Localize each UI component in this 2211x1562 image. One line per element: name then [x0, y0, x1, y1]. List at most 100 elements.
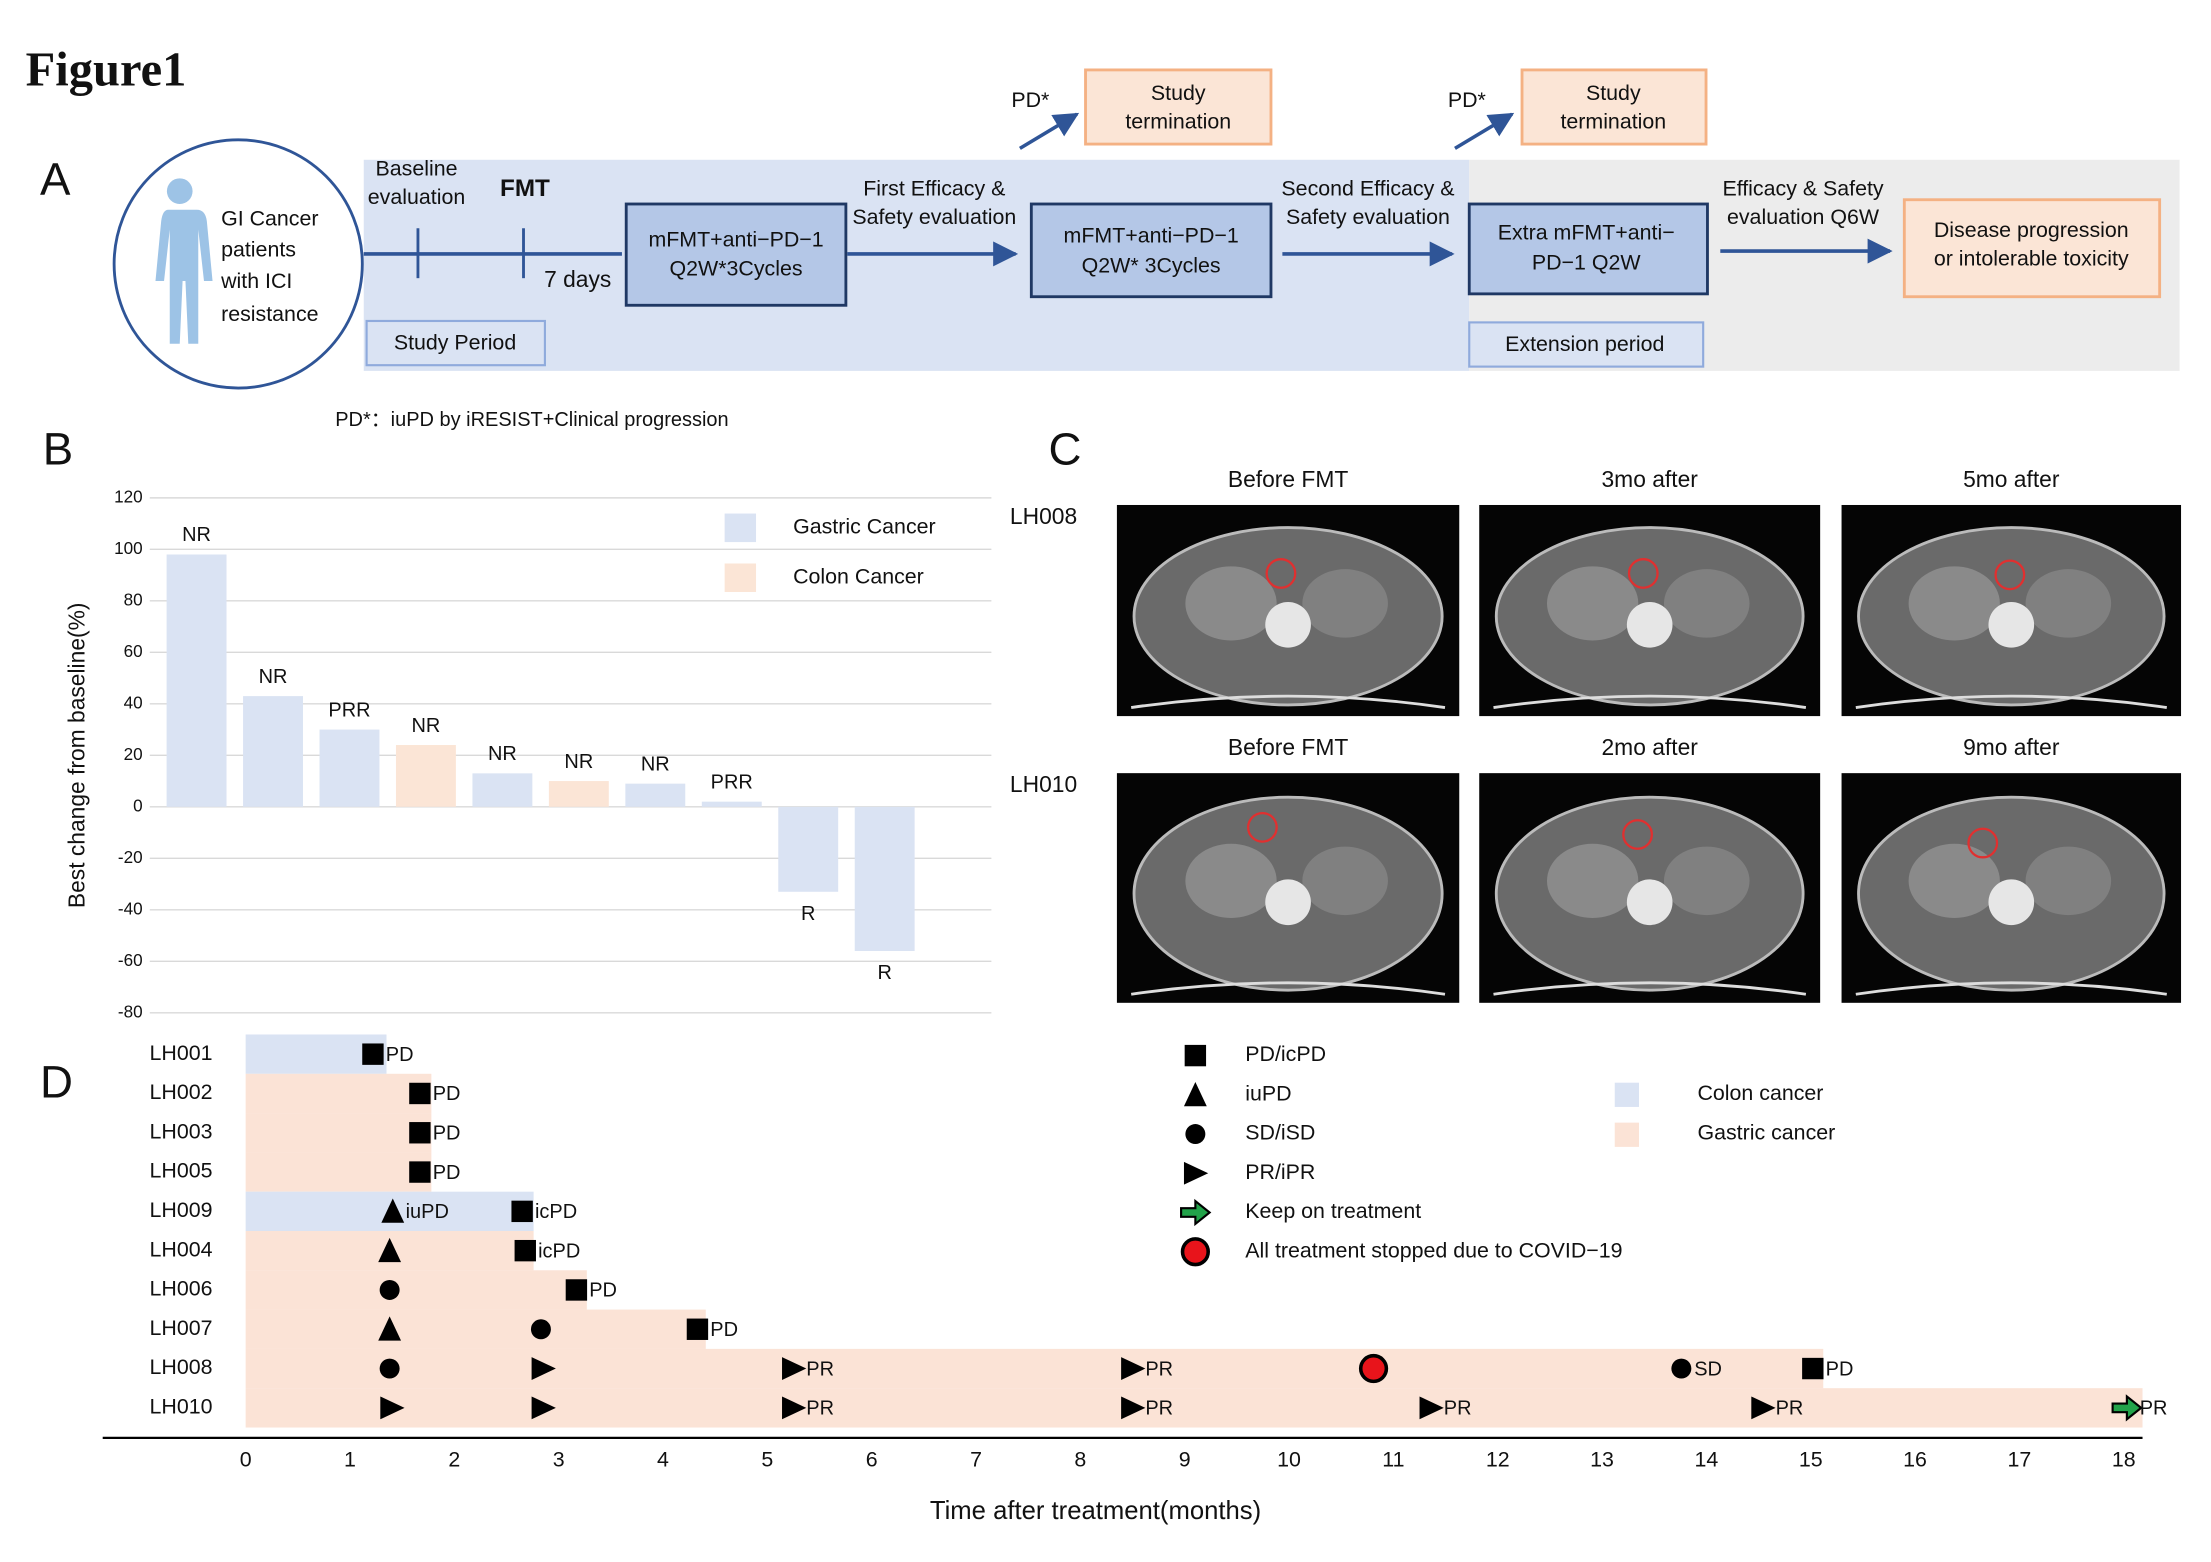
bar-label: NR: [412, 715, 441, 737]
marker-circle: [379, 1279, 400, 1300]
event-label: iuPD: [406, 1201, 449, 1223]
patient-label: LH007: [150, 1316, 213, 1340]
outcome-text: or intolerable toxicity: [1934, 246, 2129, 270]
bar: [243, 696, 303, 807]
x-tick-label: 17: [2008, 1447, 2032, 1471]
x-tick-label: 1: [344, 1447, 356, 1471]
marker-square: [1184, 1044, 1207, 1067]
x-tick-label: 2: [448, 1447, 460, 1471]
event-label: PD: [386, 1044, 414, 1066]
ct-organ: [1302, 569, 1388, 638]
ct-table: [1493, 694, 1807, 709]
x-tick-label: 4: [657, 1447, 669, 1471]
patient-label: LH005: [150, 1159, 213, 1183]
x-tick-label: 3: [553, 1447, 565, 1471]
lesion-ring: [1265, 558, 1297, 589]
marker-square: [514, 1239, 536, 1262]
study-region: [363, 159, 1470, 371]
human-icon: [155, 178, 213, 344]
legend-label: SD/iSD: [1245, 1121, 1315, 1145]
marker-right: [531, 1357, 556, 1380]
ct-organ: [2025, 846, 2112, 916]
step-text: Q2W*3Cycles: [670, 256, 803, 280]
event-label: PD: [710, 1319, 738, 1341]
treatment-bar: [245, 1388, 2143, 1428]
bar: [625, 783, 686, 807]
bar-label: PRR: [328, 699, 370, 721]
bar: [701, 801, 762, 807]
x-tick-label: 6: [866, 1447, 878, 1471]
legend-swatch: [724, 563, 757, 592]
ct-organ: [1302, 846, 1388, 916]
marker-triangle: [1183, 1081, 1207, 1107]
image-title: 2mo after: [1602, 734, 1699, 760]
x-tick-label: 9: [1179, 1447, 1191, 1471]
step-text: mFMT+anti−PD−1: [1064, 223, 1239, 247]
step-text: Extra mFMT+anti−: [1498, 221, 1675, 245]
image-title: Before FMT: [1228, 466, 1348, 492]
outcome-text: Disease progression: [1934, 218, 2129, 242]
step-text: mFMT+anti−PD−1: [648, 228, 823, 252]
treatment-bar: [245, 1309, 706, 1349]
marker-right: [1419, 1396, 1444, 1420]
period-text: Study Period: [394, 330, 516, 354]
patient-label: LH003: [150, 1119, 213, 1143]
bar: [395, 745, 456, 807]
ct-table: [1855, 694, 2167, 709]
baseline-text: evaluation: [368, 185, 465, 209]
x-tick-label: 18: [2112, 1447, 2136, 1471]
marker-circle: [1185, 1124, 1206, 1145]
marker-arrow: [1180, 1198, 1212, 1227]
marker-triangle: [378, 1316, 402, 1341]
row-label: LH010: [1010, 771, 1077, 797]
evaluation-text: Second Efficacy &: [1281, 176, 1454, 200]
x-tick-label: 8: [1074, 1447, 1086, 1471]
x-tick-label: 15: [1799, 1447, 1823, 1471]
event-label: PD: [433, 1083, 461, 1105]
termination-text: termination: [1560, 109, 1666, 133]
step-box: [1467, 202, 1709, 296]
study-diagram: GI Cancer patients with ICI resistance B…: [112, 68, 2180, 431]
event-label: PR: [806, 1398, 834, 1420]
y-tick-label: -60: [118, 951, 143, 970]
baseline-text: Baseline: [376, 156, 458, 180]
patients-text: GI Cancer: [221, 206, 318, 230]
bar: [319, 729, 380, 807]
bar-label: NR: [564, 751, 593, 773]
event-label: PD: [433, 1162, 461, 1184]
bar: [854, 806, 915, 952]
y-tick-label: 120: [114, 487, 143, 506]
evaluation-text: evaluation Q6W: [1727, 205, 1880, 229]
ct-spine: [1265, 601, 1311, 648]
patient-label: LH002: [150, 1080, 213, 1104]
marker-right: [782, 1396, 807, 1420]
marker-covid: [1180, 1237, 1210, 1267]
x-tick-label: 0: [240, 1447, 252, 1471]
ct-organ: [1185, 843, 1277, 918]
image-title: Before FMT: [1228, 734, 1348, 760]
figure-title: Figure1: [26, 43, 187, 96]
lesion-ring: [1994, 559, 2026, 591]
legend-swatch: [724, 513, 757, 543]
event-label: PR: [2140, 1398, 2168, 1420]
y-tick-label: 100: [114, 539, 143, 558]
bar: [778, 806, 839, 892]
row-label: LH008: [1010, 503, 1077, 529]
marker-square: [409, 1122, 431, 1144]
trigger-text: PD*: [1011, 88, 1049, 112]
marker-right: [1751, 1396, 1776, 1420]
x-tick-label: 10: [1277, 1447, 1301, 1471]
bar-label: PRR: [711, 771, 753, 793]
treatment-bar: [245, 1348, 1824, 1389]
image-title: 9mo after: [1963, 734, 2060, 760]
patients-text: resistance: [221, 302, 318, 326]
image-title: 3mo after: [1602, 466, 1699, 492]
outcome-box: [1902, 198, 2162, 299]
y-tick-label: -40: [118, 899, 143, 918]
fmt-text: FMT: [500, 175, 550, 202]
x-axis-label: Time after treatment(months): [930, 1497, 1261, 1525]
marker-square: [362, 1043, 384, 1065]
x-tick-label: 16: [1903, 1447, 1927, 1471]
patient-label: LH010: [150, 1395, 213, 1419]
ct-table: [1855, 981, 2167, 996]
